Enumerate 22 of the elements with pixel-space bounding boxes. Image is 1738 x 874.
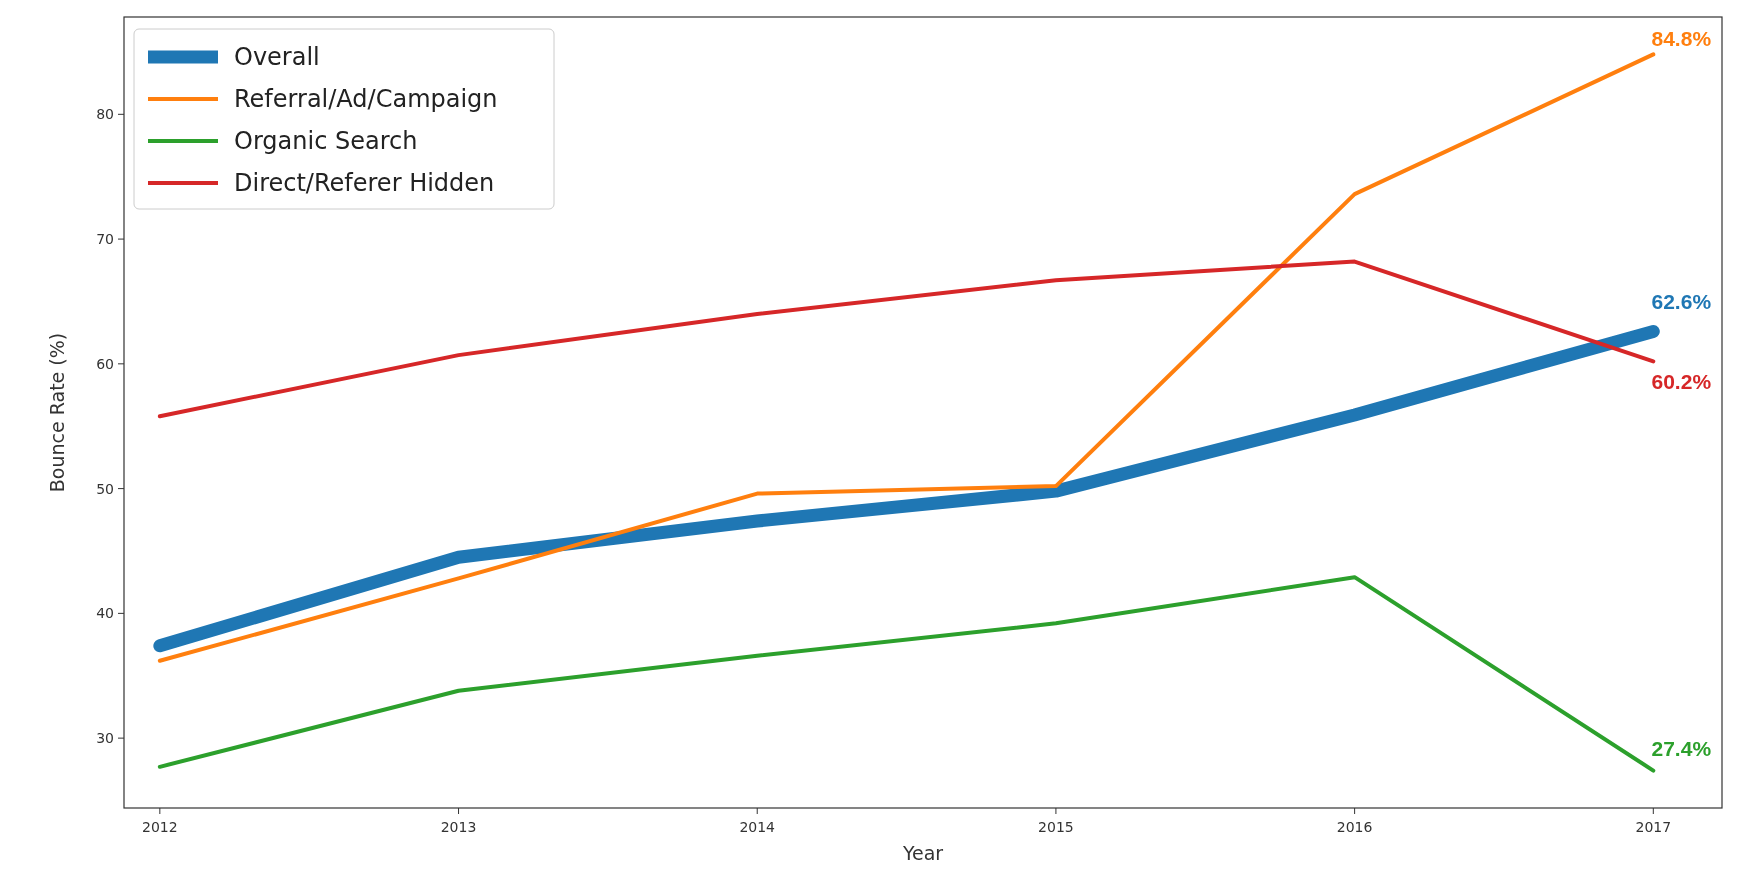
y-tick-label: 30 (96, 730, 114, 747)
legend-label: Organic Search (234, 127, 418, 155)
y-tick-label: 60 (96, 355, 114, 372)
x-tick-label: 2017 (1635, 819, 1672, 835)
legend-label: Direct/Referer Hidden (234, 169, 495, 197)
x-tick-label: 2014 (739, 819, 776, 835)
data-label: 27.4% (1651, 736, 1712, 760)
data-label: 62.6% (1651, 290, 1712, 314)
y-axis-title: Bounce Rate (%) (46, 332, 68, 493)
y-tick-label: 40 (96, 605, 114, 622)
x-tick-label: 2013 (440, 819, 477, 835)
x-axis-title: Year (901, 842, 944, 864)
legend-label: Overall (234, 43, 320, 71)
x-tick-label: 2015 (1038, 819, 1074, 835)
x-tick-label: 2012 (142, 819, 178, 835)
x-tick-label: 2016 (1336, 819, 1373, 835)
y-tick-label: 50 (96, 480, 114, 497)
y-tick-label: 70 (96, 231, 114, 248)
data-label: 60.2% (1651, 370, 1712, 394)
legend-label: Referral/Ad/Campaign (234, 85, 498, 113)
y-tick-label: 80 (96, 106, 114, 123)
data-label: 84.8% (1651, 27, 1712, 51)
